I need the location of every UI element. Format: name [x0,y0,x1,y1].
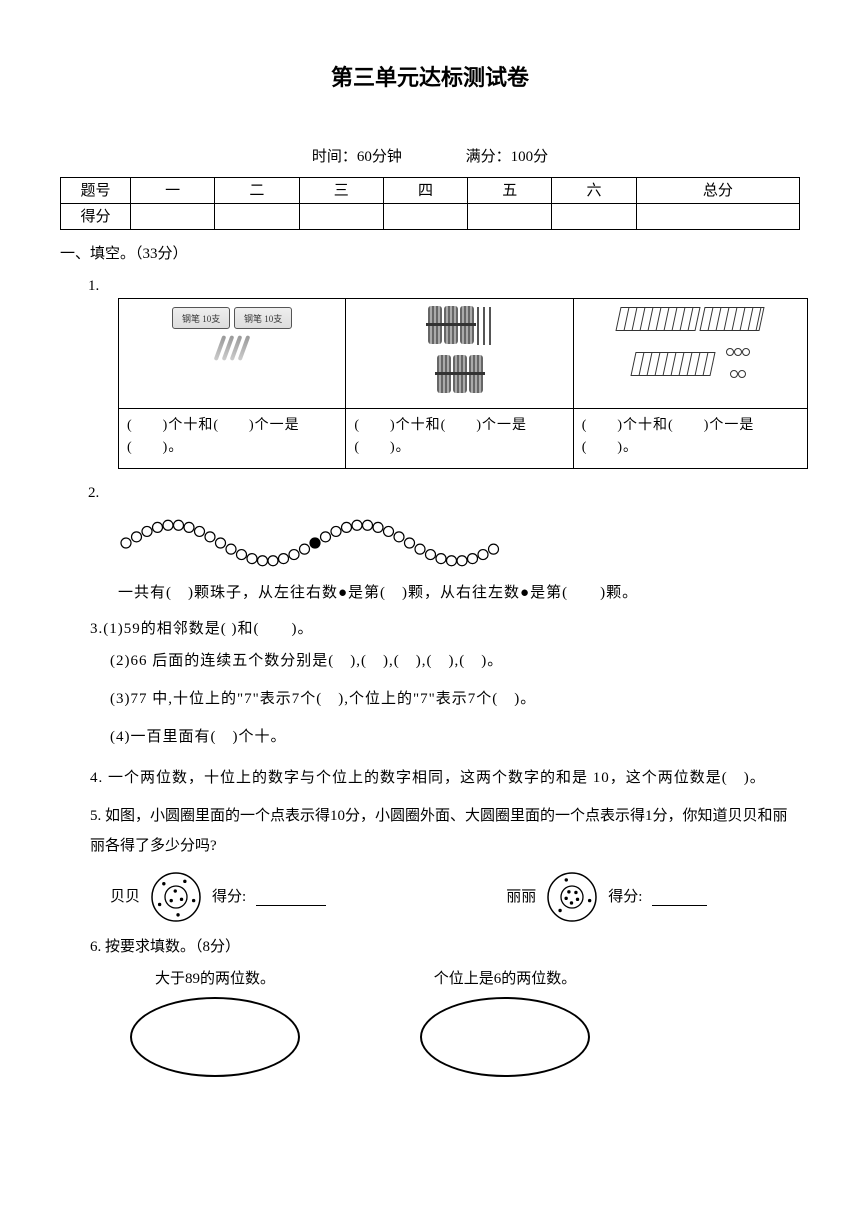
q6-right-label: 个位上是6的两位数。 [420,967,590,991]
beads-svg [118,515,508,571]
score-table: 题号 一 二 三 四 五 六 总分 得分 [60,177,800,230]
stick-icon [483,307,485,345]
stick-icon [477,307,479,345]
lili-label: 丽丽 [506,885,536,909]
time-label: 时间：60分钟 [312,149,402,165]
eggs-icon [726,342,750,387]
q3-4: (4)一百里面有( )个十。 [110,725,800,749]
question-2: 2. 一共有( )颗珠子，从左往右数●是第( )颗，从右往左数●是第( )颗。 [88,481,800,605]
q2-beads-figure [118,515,800,571]
th-3: 三 [299,178,383,204]
q6-left: 大于89的两位数。 [130,967,300,1077]
score-label: 得分: [608,885,642,909]
td-6[interactable] [552,204,636,230]
td-5[interactable] [468,204,552,230]
th-4: 四 [383,178,467,204]
penbox-icon [234,307,292,329]
q2-text: 一共有( )颗珠子，从左往右数●是第( )颗，从右往左数●是第( )颗。 [118,581,800,605]
th-num: 题号 [61,178,131,204]
q3-2: (2)66 后面的连续五个数分别是( ),( ),( ),( ),( )。 [110,649,800,673]
th-total: 总分 [636,178,799,204]
lili-circle-icon [544,869,600,925]
th-5: 五 [468,178,552,204]
tray-icon [700,307,765,331]
q5-beibei: 贝贝 得分: [110,869,326,925]
score-header-row: 题号 一 二 三 四 五 六 总分 [61,178,800,204]
q1-text-a: ( )个十和( )个一是( )。 [119,408,346,468]
q5-row: 贝贝 得分: 丽丽 得分: [110,869,800,925]
th-2: 二 [215,178,299,204]
td-3[interactable] [299,204,383,230]
th-1: 一 [131,178,215,204]
td-1[interactable] [131,204,215,230]
q5-lead: 5. 如图，小圆圈里面的一个点表示得10分，小圆圈外面、大圆圈里面的一个点表示得… [90,801,800,861]
meta-info: 时间：60分钟 满分：100分 [60,145,800,169]
beibei-label: 贝贝 [110,885,140,909]
oval-blank[interactable] [420,997,590,1077]
q1-table: ( )个十和( )个一是( )。 ( )个十和( )个一是( )。 ( )个十和… [118,298,808,469]
q3-3: (3)77 中,十位上的"7"表示7个( ),个位上的"7"表示7个( )。 [110,687,800,711]
td-2[interactable] [215,204,299,230]
td-label: 得分 [61,204,131,230]
q1-img-c [573,299,807,409]
tray-icon [616,307,701,331]
q6-row: 大于89的两位数。 个位上是6的两位数。 [130,967,800,1077]
page-title: 第三单元达标测试卷 [60,60,800,95]
q1-img-a [119,299,346,409]
bundle-icon [453,355,467,393]
td-total[interactable] [636,204,799,230]
th-6: 六 [552,178,636,204]
stick-icon [489,307,491,345]
bundle-icon [460,306,474,344]
bundle-icon [444,306,458,344]
q1-text-c: ( )个十和( )个一是( )。 [573,408,807,468]
bundle-icon [428,306,442,344]
penbox-icon [172,307,230,329]
question-1: 1. ( )个十和( )个一是( )。 ( )个十和( )个一是( )。 ( )… [88,274,800,469]
q6-left-label: 大于89的两位数。 [130,967,300,991]
q3-1: 3.(1)59的相邻数是( )和( )。 [90,617,800,641]
tray-icon [630,352,715,376]
oval-blank[interactable] [130,997,300,1077]
td-4[interactable] [383,204,467,230]
q5-lili: 丽丽 得分: [506,869,707,925]
score-value-row: 得分 [61,204,800,230]
bundle-icon [469,355,483,393]
score-label: 得分: [212,885,246,909]
beibei-circle-icon [148,869,204,925]
q1-img-b [346,299,573,409]
q1-num: 1. [88,274,110,298]
bundle-icon [437,355,451,393]
q6-lead: 6. 按要求填数。（8分） [90,935,800,959]
score-blank[interactable] [256,888,326,906]
q6-right: 个位上是6的两位数。 [420,967,590,1077]
section-1-title: 一、填空。（33分） [60,242,800,266]
q1-text-b: ( )个十和( )个一是( )。 [346,408,573,468]
q2-num: 2. [88,481,110,505]
question-4: 4. 一个两位数，十位上的数字与个位上的数字相同，这两个数字的和是 10，这个两… [90,763,800,793]
score-blank[interactable] [652,888,707,906]
fullmark-label: 满分：100分 [466,149,549,165]
